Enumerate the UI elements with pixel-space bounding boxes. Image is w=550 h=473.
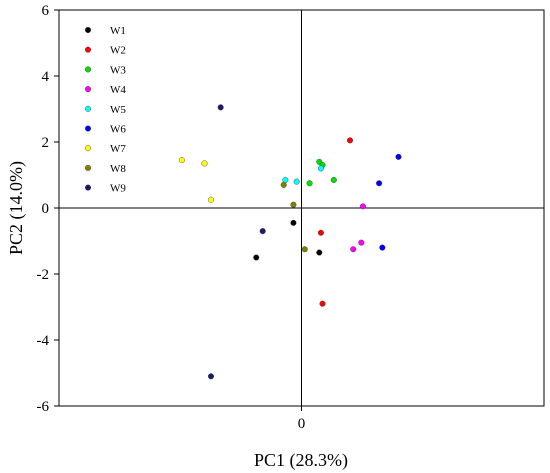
y-tick-label: -6: [37, 399, 50, 415]
data-point-w9: [217, 104, 224, 111]
legend-label-w8: W8: [110, 163, 126, 175]
data-point-w1: [316, 249, 323, 256]
data-point-w4: [350, 246, 357, 253]
y-tick-label: 4: [42, 69, 50, 85]
data-point-w5: [282, 176, 289, 183]
legend: W1 W2 W3 W4 W5 W6 W7 W8 W9: [84, 25, 126, 195]
legend-label-w5: W5: [110, 104, 126, 116]
data-points: [178, 104, 402, 380]
data-point-w3: [306, 180, 313, 187]
y-tick-label: -4: [37, 333, 50, 349]
axis-ticks: [54, 9, 302, 411]
legend-marker-w7: [84, 145, 91, 152]
data-point-w2: [317, 229, 324, 236]
data-point-w7: [207, 196, 214, 203]
legend-label-w3: W3: [110, 64, 126, 76]
data-point-w1: [253, 254, 260, 261]
data-point-w5: [293, 178, 300, 185]
x-tick-label: 0: [298, 416, 306, 432]
legend-label-w1: W1: [110, 25, 126, 37]
data-point-w4: [358, 239, 365, 246]
legend-marker-w4: [84, 86, 91, 93]
data-point-w4: [359, 203, 366, 210]
data-point-w5: [317, 165, 324, 172]
legend-marker-w3: [84, 66, 91, 73]
data-point-w7: [201, 160, 208, 167]
legend-marker-w1: [84, 27, 91, 34]
axis-tick-labels: -6 -4 -2 0 2 4 6 0: [37, 3, 306, 432]
y-tick-label: -2: [37, 267, 50, 283]
legend-label-w2: W2: [110, 45, 126, 57]
y-tick-label: 2: [42, 135, 50, 151]
legend-marker-w9: [84, 184, 91, 191]
y-axis-title: PC2 (14.0%): [6, 161, 27, 255]
data-point-w6: [395, 153, 402, 160]
legend-label-w7: W7: [110, 143, 126, 155]
data-point-w6: [376, 180, 383, 187]
data-point-w6: [379, 244, 386, 251]
legend-marker-w2: [84, 46, 91, 53]
data-point-w2: [347, 137, 354, 144]
data-point-w8: [280, 181, 287, 188]
x-axis-title: PC1 (28.3%): [254, 450, 348, 471]
data-point-w9: [207, 373, 214, 380]
data-point-w1: [290, 219, 297, 226]
legend-marker-w6: [84, 125, 91, 132]
legend-label-w4: W4: [110, 84, 126, 96]
data-point-w8: [301, 246, 308, 253]
legend-label-w6: W6: [110, 124, 126, 136]
zero-lines: [59, 10, 544, 406]
data-point-w8: [290, 201, 297, 208]
y-tick-label: 0: [42, 201, 50, 217]
data-point-w3: [330, 176, 337, 183]
data-point-w7: [178, 157, 185, 164]
legend-marker-w5: [84, 105, 91, 112]
y-tick-label: 6: [42, 3, 50, 19]
data-point-w2: [319, 300, 326, 307]
legend-marker-w8: [84, 164, 91, 171]
legend-label-w9: W9: [110, 183, 126, 195]
data-point-w9: [259, 228, 266, 235]
